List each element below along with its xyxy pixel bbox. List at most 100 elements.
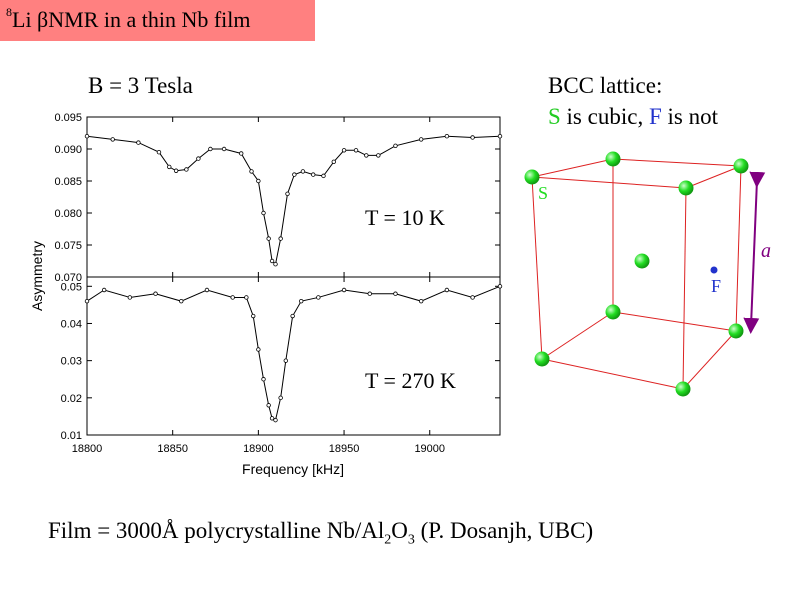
y-tick-label: 0.02 xyxy=(61,393,82,405)
data-point xyxy=(208,146,213,152)
data-point xyxy=(173,168,179,173)
data-point xyxy=(285,191,290,196)
data-point xyxy=(497,133,503,139)
footer-sub-3: 3 xyxy=(407,532,415,548)
lattice-edge xyxy=(531,158,614,178)
data-point xyxy=(136,140,141,145)
temperature-label-1: T = 10 K xyxy=(365,205,445,230)
title-main: Li βNMR in a thin Nb film xyxy=(12,7,251,32)
lattice-edge xyxy=(682,187,687,390)
footer-sub-2: 2 xyxy=(384,532,392,548)
x-tick-label: 18800 xyxy=(72,443,103,455)
data-point xyxy=(341,148,347,153)
data-point xyxy=(249,169,254,174)
data-point xyxy=(497,284,503,289)
data-point xyxy=(376,153,381,158)
lattice-constant-arrow xyxy=(743,171,766,334)
data-point xyxy=(393,143,398,148)
f-site-marker xyxy=(710,266,718,274)
x-tick-label: 18850 xyxy=(157,443,188,455)
y-tick-label: 0.090 xyxy=(54,144,82,156)
lattice-edge xyxy=(612,158,742,167)
lattice-atom xyxy=(605,304,621,320)
lattice-edge xyxy=(612,311,737,332)
data-point xyxy=(251,313,256,319)
data-point xyxy=(444,287,450,293)
data-point xyxy=(167,164,172,170)
data-point xyxy=(353,148,359,153)
lattice-atom xyxy=(675,381,691,397)
film-caption: Film = 3000Å polycrystalline Nb/Al2O3 (P… xyxy=(48,518,593,549)
data-point xyxy=(444,133,450,139)
data-point xyxy=(418,137,424,142)
data-point xyxy=(393,291,398,296)
temperature-label-2: T = 270 K xyxy=(365,368,456,393)
lattice-edge xyxy=(531,176,687,189)
y-tick-label: 0.085 xyxy=(54,176,82,188)
lattice-edge xyxy=(685,165,742,189)
data-point xyxy=(278,236,283,241)
data-point xyxy=(364,153,369,158)
data-point xyxy=(367,291,372,296)
y-tick-label: 0.03 xyxy=(61,356,82,368)
data-point xyxy=(269,416,275,421)
f-site-label: F xyxy=(711,276,721,296)
data-point xyxy=(256,347,261,352)
data-point xyxy=(311,172,316,177)
y-tick-label: 0.075 xyxy=(54,240,82,252)
data-point xyxy=(256,178,261,184)
plot-frame-2 xyxy=(86,276,501,436)
data-point xyxy=(84,298,90,304)
s-site-label: S xyxy=(538,183,548,203)
data-point xyxy=(179,298,184,304)
bcc-mid-text: is cubic, xyxy=(560,104,649,129)
data-point xyxy=(300,169,306,174)
footer-mid: O xyxy=(391,518,408,543)
data-point xyxy=(196,156,201,161)
lattice-edge xyxy=(682,330,737,390)
bcc-description: S is cubic, F is not xyxy=(548,104,718,130)
field-label: B = 3 Tesla xyxy=(88,73,193,98)
data-point xyxy=(269,258,275,264)
y-tick-label: 0.04 xyxy=(61,318,82,330)
data-point xyxy=(204,287,210,293)
data-point xyxy=(292,172,297,177)
data-point xyxy=(299,298,304,304)
y-axis-label: Asymmetry xyxy=(29,241,45,311)
data-point xyxy=(261,377,266,382)
data-point xyxy=(84,133,90,139)
lattice-edge xyxy=(735,165,742,332)
y-tick-label: 0.095 xyxy=(54,112,82,124)
lattice-atom xyxy=(678,180,694,196)
data-point xyxy=(316,295,321,300)
data-point xyxy=(321,173,326,179)
lattice-atom xyxy=(534,351,550,367)
lattice-edge xyxy=(531,176,543,360)
x-tick-label: 19000 xyxy=(414,443,445,455)
bcc-heading: BCC lattice: xyxy=(548,73,663,98)
bcc-end-text: is not xyxy=(661,104,718,129)
lattice-atom xyxy=(605,151,621,167)
footer-post: (P. Dosanjh, UBC) xyxy=(414,518,594,543)
lattice-edge xyxy=(541,311,614,360)
data-point xyxy=(156,149,162,155)
title-isotope-mass: 8 xyxy=(6,5,12,19)
data-point xyxy=(470,295,475,300)
bcc-f-letter: F xyxy=(648,104,662,129)
data-point xyxy=(418,298,424,304)
data-point xyxy=(470,135,475,140)
lattice-atom xyxy=(524,169,540,185)
data-point xyxy=(101,287,107,293)
data-point xyxy=(266,403,271,408)
lattice-atom-center xyxy=(634,253,650,269)
data-point xyxy=(127,295,133,300)
data-point xyxy=(331,159,336,164)
data-point xyxy=(221,146,227,152)
data-point xyxy=(110,137,115,142)
data-point xyxy=(290,313,295,319)
footer-pre: Film = 3000Å polycrystalline Nb/Al xyxy=(48,518,385,543)
lattice-constant-label: a xyxy=(761,240,771,262)
data-point xyxy=(273,417,278,423)
